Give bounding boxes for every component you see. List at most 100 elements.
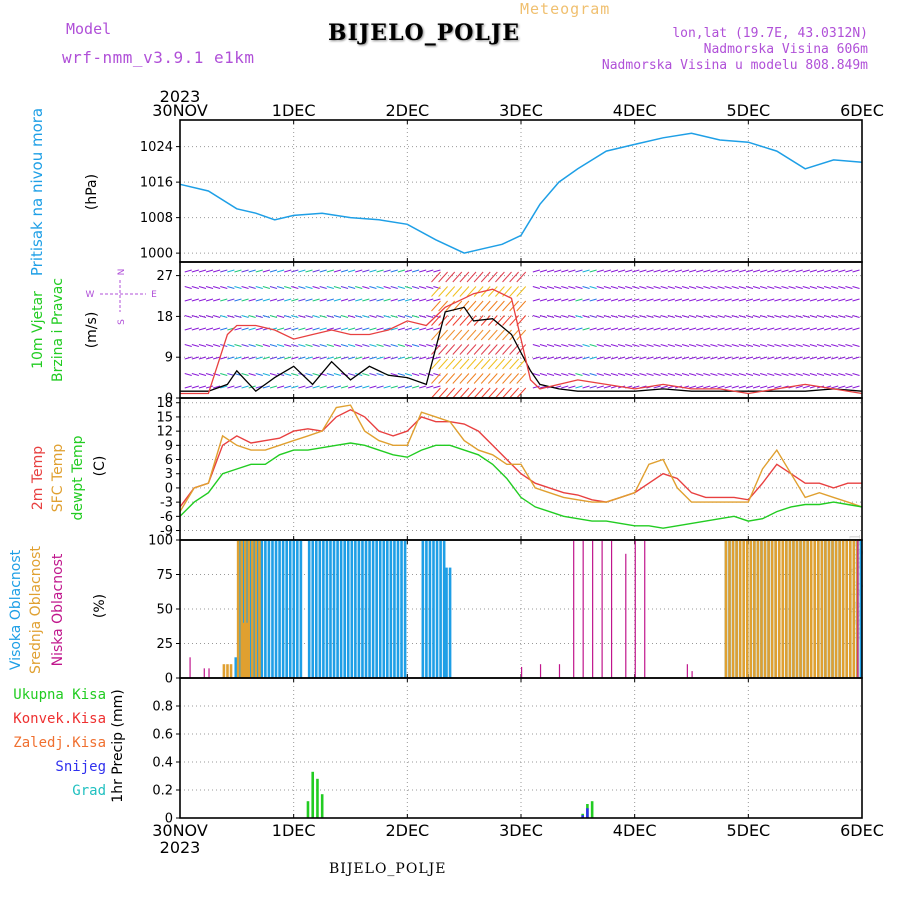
wind-barb <box>390 269 398 273</box>
wind-barb <box>752 356 761 360</box>
wind-barb <box>823 327 832 331</box>
wind-barb <box>781 344 789 347</box>
wind-barb <box>269 286 278 289</box>
wind-barb <box>397 286 405 289</box>
wind-barb <box>667 315 675 318</box>
cloud-bar <box>777 540 781 678</box>
wind-barb <box>184 373 192 376</box>
wind-barb <box>376 373 384 376</box>
wind-barb <box>276 327 285 331</box>
wind-barb <box>610 298 619 302</box>
wind-barb <box>390 373 398 376</box>
cloud-bar <box>770 540 774 678</box>
wind-barb <box>681 269 690 273</box>
wind-barb <box>445 344 456 355</box>
wind-barb <box>333 344 342 347</box>
cloud-bar <box>799 540 802 678</box>
wind-barb <box>419 373 427 376</box>
wind-barb <box>411 344 420 347</box>
cloud-bar <box>222 664 226 678</box>
wind-barb <box>703 315 711 318</box>
wind-barb <box>596 327 604 331</box>
wind-barb <box>397 269 405 273</box>
wind-barb <box>459 344 470 355</box>
wind-barb <box>452 329 463 341</box>
wind-ytick-label-1: 9 <box>165 351 173 366</box>
wind-barb <box>431 315 441 326</box>
wind-barb <box>816 315 825 318</box>
wind-barb <box>760 373 768 376</box>
wind-barb <box>610 269 619 273</box>
wind-barb <box>532 315 540 318</box>
wind-barb <box>362 373 370 376</box>
wind-barb <box>660 356 668 360</box>
wind-barb <box>554 344 562 347</box>
wind-barb <box>745 315 754 318</box>
wind-barb <box>227 269 235 273</box>
cloud-bars-mid <box>222 540 859 678</box>
wind-barb <box>731 373 739 376</box>
precip-bar-total <box>306 801 310 818</box>
wind-barb <box>596 286 604 289</box>
wind-barb <box>369 344 377 347</box>
wind-barb <box>284 315 292 318</box>
wind-barb <box>532 373 540 376</box>
pressure-unit: (hPa) <box>84 174 100 210</box>
wind-barb <box>333 373 342 376</box>
wind-barb <box>255 298 263 302</box>
wind-barb <box>326 315 334 318</box>
wind-barb <box>703 373 711 376</box>
wind-barb <box>603 269 612 273</box>
wind-barb <box>383 286 391 289</box>
wind-barb <box>582 385 590 389</box>
wind-barb <box>269 315 278 318</box>
wind-barb <box>466 300 477 312</box>
wind-barb <box>774 356 782 360</box>
cloud-bar <box>788 540 792 678</box>
cloud-bar <box>774 540 777 678</box>
wind-barb <box>298 286 306 289</box>
bottom-xtick-label-6: 6DEC <box>840 821 884 840</box>
wind-barb <box>376 344 384 347</box>
wind-barb <box>639 373 647 376</box>
wind-barb <box>809 286 818 289</box>
wind-barb <box>696 286 704 289</box>
wind-barb <box>426 373 434 376</box>
wind-barb <box>639 356 647 360</box>
cloud-bar <box>582 540 584 678</box>
wind-barb <box>205 327 214 331</box>
wind-barb <box>438 329 448 341</box>
footer-station: BIJELO_POLJE <box>329 861 447 877</box>
wind-barb <box>774 269 782 273</box>
wind-barb <box>539 356 548 360</box>
cloud-bar <box>644 540 646 678</box>
wind-barb <box>660 385 668 389</box>
wind-barb <box>852 385 860 389</box>
wind-barb <box>554 298 562 302</box>
temperature-ytick-label-8: 15 <box>156 410 173 425</box>
wind-barb <box>445 373 456 384</box>
wind-barb <box>688 385 697 389</box>
wind-barb <box>509 373 520 384</box>
wind-barb <box>312 373 320 376</box>
wind-barb <box>355 327 363 331</box>
wind-barb <box>383 344 391 347</box>
wind-barb <box>681 344 690 347</box>
wind-barb <box>362 315 370 318</box>
wind-barb <box>845 298 853 302</box>
wind-barb <box>752 344 761 347</box>
wind-barb <box>589 356 597 360</box>
wind-barb <box>419 315 427 318</box>
wind-barb <box>419 356 427 360</box>
wind-barb <box>717 344 725 347</box>
wind-barb <box>319 327 327 331</box>
wind-barb <box>596 298 604 302</box>
precip-bars-snow <box>581 808 589 818</box>
wind-barb <box>241 344 249 347</box>
cloud-bar <box>382 540 386 678</box>
cloud-bar <box>435 540 439 678</box>
wind-barb <box>466 286 477 297</box>
wind-barb <box>724 286 732 289</box>
wind-barb <box>480 286 491 297</box>
wind-barb <box>390 315 398 318</box>
